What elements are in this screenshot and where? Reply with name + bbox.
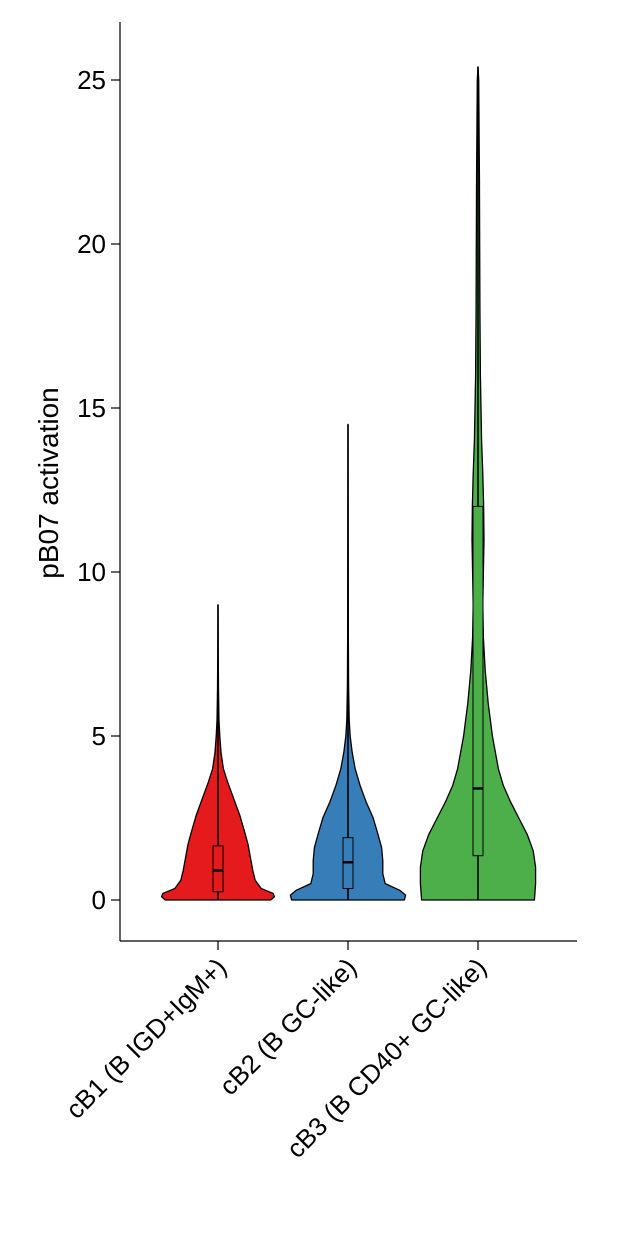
y-tick-label: 0	[92, 885, 106, 915]
violin-box	[472, 505, 484, 857]
violin-group	[419, 66, 537, 901]
y-tick-label: 5	[92, 721, 106, 751]
y-ticks: 0 5 10 15 20 25	[77, 65, 120, 915]
violin-box	[212, 845, 224, 893]
x-category-label: cB2 (B GC-like)	[213, 952, 362, 1101]
x-category-label: cB1 (B IGD+IgM+)	[60, 952, 232, 1124]
y-tick-label: 25	[77, 65, 106, 95]
y-tick-label: 10	[77, 557, 106, 587]
x-ticks: cB1 (B IGD+IgM+)cB2 (B GC-like)cB3 (B CD…	[60, 941, 492, 1164]
violin-group	[160, 604, 276, 901]
violins	[160, 66, 537, 901]
violin-group	[289, 423, 407, 901]
y-tick-label: 20	[77, 229, 106, 259]
y-axis-title: pB07 activation	[33, 387, 64, 578]
y-tick-label: 15	[77, 393, 106, 423]
